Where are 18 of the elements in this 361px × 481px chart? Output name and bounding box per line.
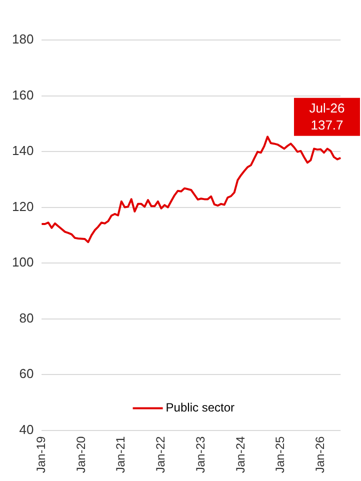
annotation: Jul-26 137.7: [309, 100, 345, 133]
x-tick-label: Jan-21: [114, 436, 128, 474]
y-tick-label: 180: [12, 32, 34, 47]
x-tick-label: Jan-24: [233, 436, 248, 474]
y-tick-label: 160: [12, 87, 34, 102]
x-tick-label: Jan-20: [74, 436, 88, 474]
x-tick-label: Jan-19: [34, 436, 48, 474]
x-tick-label: Jan-25: [273, 436, 288, 474]
y-tick-label: 100: [12, 254, 34, 270]
y-tick-label: 80: [19, 310, 34, 326]
y-tick-label: 140: [12, 143, 34, 158]
x-tick-label: Jan-26: [312, 436, 327, 474]
y-tick-label: 60: [19, 366, 34, 382]
y-tick-label: 120: [12, 198, 34, 214]
legend-label: Public sector: [166, 400, 234, 415]
x-tick-label: Jan-22: [154, 436, 168, 474]
y-tick-label: 40: [19, 422, 34, 437]
x-tick-label: Jan-23: [193, 436, 208, 474]
